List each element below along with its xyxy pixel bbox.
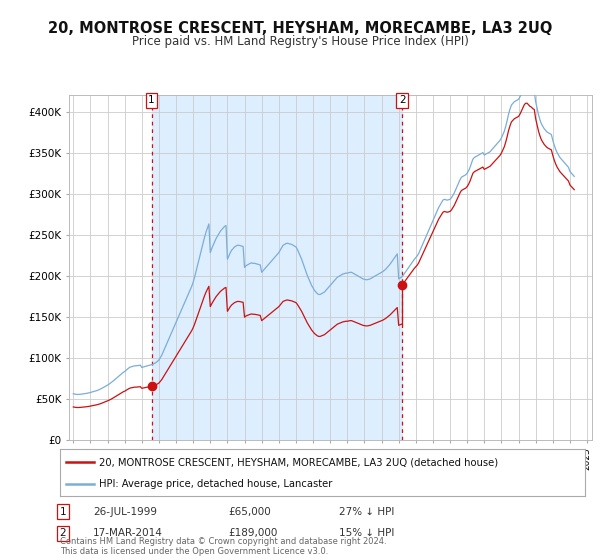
Bar — [152, 95, 402, 440]
Text: Contains HM Land Registry data © Crown copyright and database right 2024.
This d: Contains HM Land Registry data © Crown c… — [60, 536, 386, 556]
Text: 15% ↓ HPI: 15% ↓ HPI — [339, 528, 394, 538]
Text: 20, MONTROSE CRESCENT, HEYSHAM, MORECAMBE, LA3 2UQ: 20, MONTROSE CRESCENT, HEYSHAM, MORECAMB… — [48, 21, 552, 36]
Text: £189,000: £189,000 — [228, 528, 277, 538]
Text: 2: 2 — [399, 95, 406, 105]
Text: HPI: Average price, detached house, Lancaster: HPI: Average price, detached house, Lanc… — [100, 478, 333, 488]
Text: Price paid vs. HM Land Registry's House Price Index (HPI): Price paid vs. HM Land Registry's House … — [131, 35, 469, 48]
Text: 2: 2 — [59, 528, 67, 538]
Text: 1: 1 — [59, 507, 67, 517]
Text: 1: 1 — [148, 95, 155, 105]
Text: 26-JUL-1999: 26-JUL-1999 — [93, 507, 157, 517]
Text: £65,000: £65,000 — [228, 507, 271, 517]
Text: 20, MONTROSE CRESCENT, HEYSHAM, MORECAMBE, LA3 2UQ (detached house): 20, MONTROSE CRESCENT, HEYSHAM, MORECAMB… — [100, 457, 499, 467]
Text: 27% ↓ HPI: 27% ↓ HPI — [339, 507, 394, 517]
Text: 17-MAR-2014: 17-MAR-2014 — [93, 528, 163, 538]
